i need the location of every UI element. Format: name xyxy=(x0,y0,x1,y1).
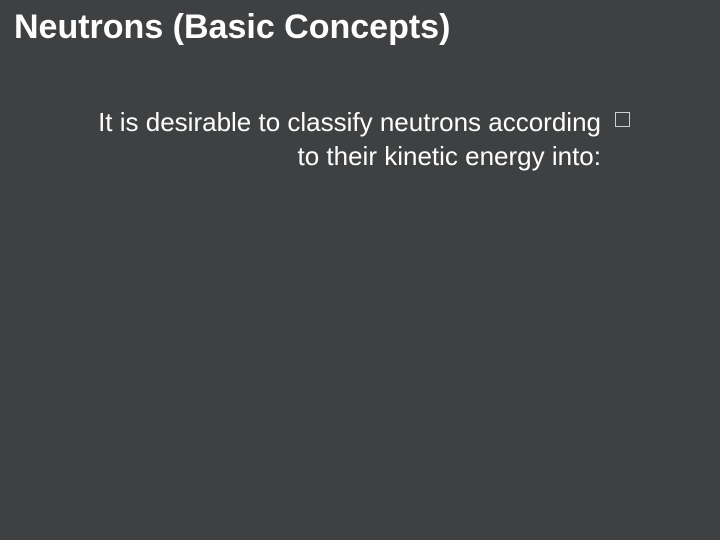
slide: Neutrons (Basic Concepts) It is desirabl… xyxy=(0,0,720,540)
slide-body: It is desirable to classify neutrons acc… xyxy=(70,106,630,174)
square-bullet-icon xyxy=(615,112,630,127)
body-text: It is desirable to classify neutrons acc… xyxy=(70,106,601,174)
slide-title: Neutrons (Basic Concepts) xyxy=(14,8,706,47)
